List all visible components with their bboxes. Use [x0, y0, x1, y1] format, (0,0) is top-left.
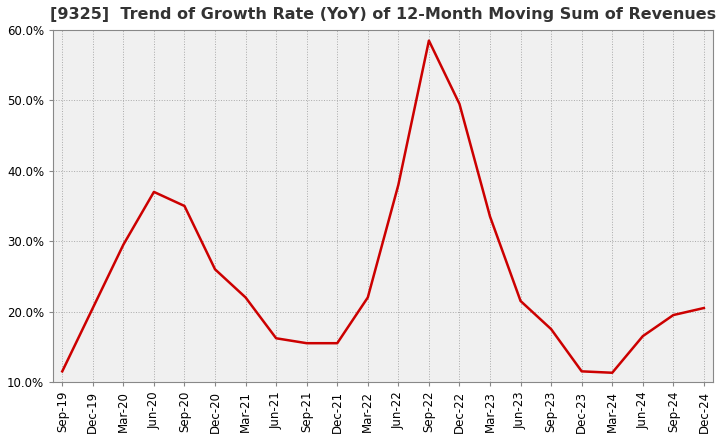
Title: [9325]  Trend of Growth Rate (YoY) of 12-Month Moving Sum of Revenues: [9325] Trend of Growth Rate (YoY) of 12-…	[50, 7, 716, 22]
